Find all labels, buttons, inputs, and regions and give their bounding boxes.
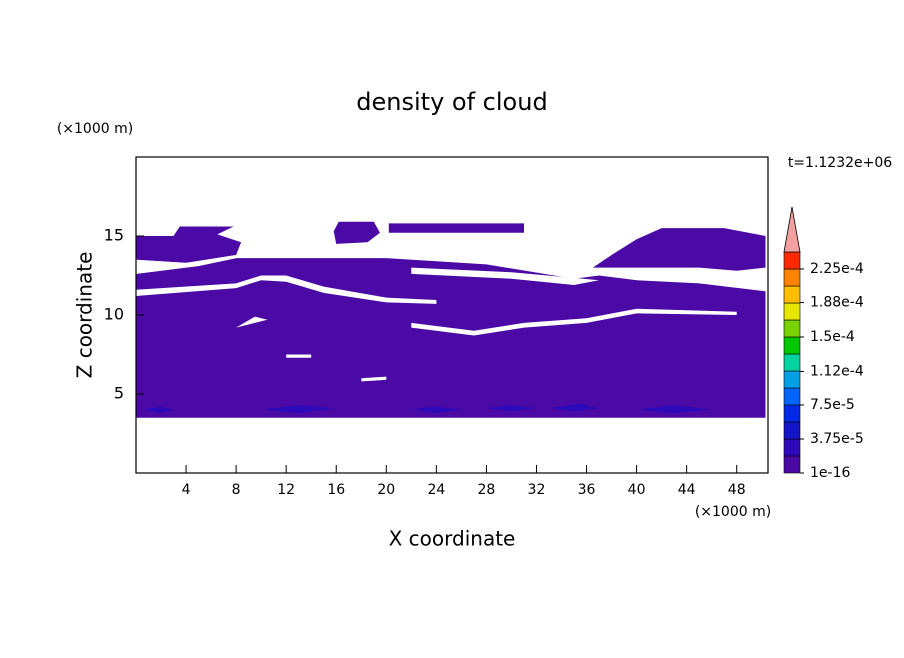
x-tick-label: 12 (277, 482, 295, 498)
contour-fill (333, 221, 380, 244)
colorbar-box (783, 404, 801, 423)
contour-gap (286, 354, 312, 358)
colorbar-box (783, 438, 801, 457)
x-axis-label: X coordinate (389, 527, 516, 551)
x-tick-label: 36 (578, 482, 596, 498)
x-tick-label: 16 (327, 482, 345, 498)
time-label: t=1.1232e+06 (788, 155, 892, 171)
colorbar-box (783, 455, 801, 474)
contour-gap (136, 255, 237, 274)
colorbar-tick-label: 7.5e-5 (810, 397, 855, 413)
contour-fill (388, 223, 524, 233)
x-tick-label: 24 (427, 482, 445, 498)
y-tick-label: 15 (104, 226, 124, 245)
x-tick-label: 48 (728, 482, 746, 498)
x-tick-label: 44 (678, 482, 696, 498)
x-tick-label: 40 (628, 482, 646, 498)
contour-fill (136, 258, 766, 418)
field (136, 221, 766, 418)
contour-fill (136, 226, 242, 263)
y-unit: (×1000 m) (57, 121, 133, 137)
colorbar-tick-label: 1e-16 (810, 465, 850, 481)
colorbar-box (783, 285, 801, 304)
chart-title: density of cloud (356, 88, 547, 116)
contour-fill (142, 406, 174, 413)
y-axis-label: Z coordinate (73, 252, 97, 379)
x-tick-label: 32 (528, 482, 546, 498)
contour-fill (261, 405, 337, 413)
x-tick-label: 28 (478, 482, 496, 498)
contour-fill (592, 228, 766, 271)
colorbar-tick-label: 1.5e-4 (810, 329, 855, 345)
x-tick-label: 4 (182, 482, 191, 498)
colorbar-box (783, 268, 801, 287)
y-tick-label: 5 (114, 384, 124, 403)
colorbar-box (783, 319, 801, 338)
colorbar-box (783, 353, 801, 372)
contour-gap (411, 267, 599, 285)
colorbar-tick-label: 1.88e-4 (810, 295, 864, 311)
colorbar-box (783, 302, 801, 321)
x-tick-label: 8 (232, 482, 241, 498)
colorbar-tick-label: 3.75e-5 (810, 431, 864, 447)
colorbar-box (783, 251, 801, 270)
colorbar-tick-label: 2.25e-4 (810, 261, 864, 277)
x-tick-label: 20 (377, 482, 395, 498)
contour-gap (136, 275, 437, 304)
colorbar-box (783, 387, 801, 406)
contour-fill (486, 405, 537, 412)
contour-gap (411, 308, 737, 336)
x-unit: (×1000 m) (695, 504, 771, 520)
contour-fill (549, 403, 599, 412)
colorbar-box (783, 336, 801, 355)
contour-fill (636, 405, 712, 413)
colorbar-box (783, 370, 801, 389)
y-tick-label: 10 (104, 305, 124, 324)
colorbar-extend (783, 206, 801, 253)
contour-fill (411, 406, 462, 413)
contour-gap (236, 316, 268, 328)
contour-gap (361, 376, 387, 382)
colorbar-box (783, 421, 801, 440)
colorbar-tick-label: 1.12e-4 (810, 363, 864, 379)
